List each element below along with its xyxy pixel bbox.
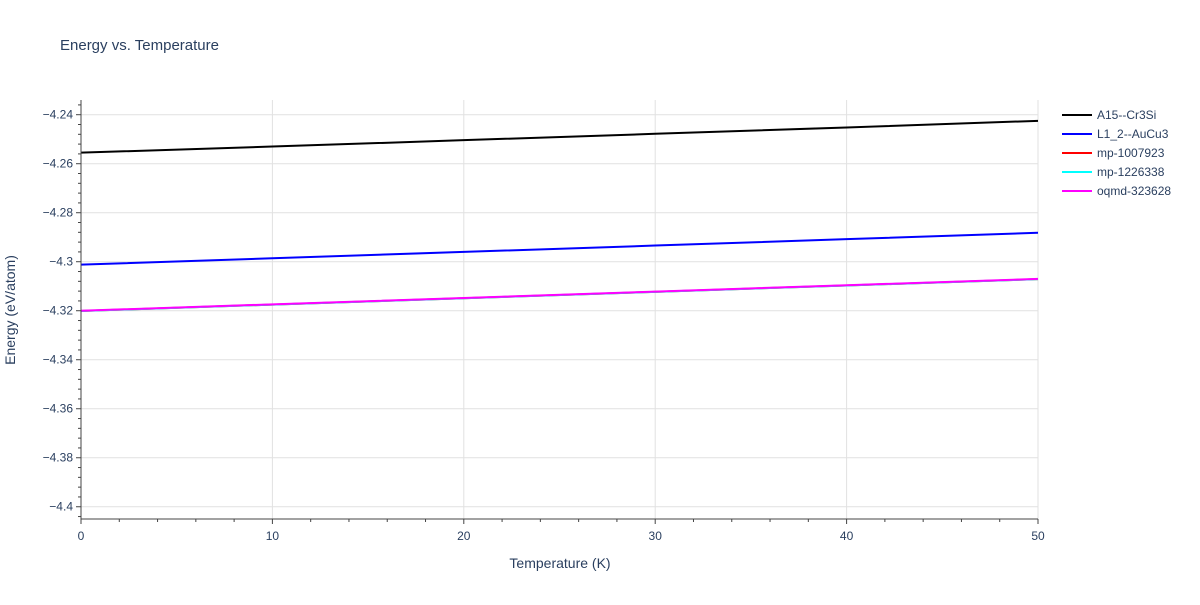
y-tick-label: −4.36 bbox=[43, 402, 74, 416]
y-tick-label: −4.4 bbox=[49, 500, 73, 514]
legend-label: mp-1007923 bbox=[1097, 146, 1165, 160]
y-axis-title: Energy (eV/atom) bbox=[2, 255, 18, 365]
x-tick-label: 40 bbox=[840, 529, 854, 543]
series-lines bbox=[80, 119, 1039, 312]
x-tick-label: 50 bbox=[1031, 529, 1045, 543]
legend-label: L1_2--AuCu3 bbox=[1097, 127, 1169, 141]
grid-lines bbox=[81, 100, 1039, 519]
x-axis-title: Temperature (K) bbox=[509, 555, 610, 571]
legend-item-A15--Cr3Si[interactable]: A15--Cr3Si bbox=[1062, 108, 1156, 122]
axes: 0 10 20 30 40 50 −4.24 −4.26 −4.28 −4.3 −4.32 −4.34… bbox=[43, 100, 1045, 543]
legend-item-mp-1226338[interactable]: mp-1226338 bbox=[1062, 165, 1165, 179]
chart-title: Energy vs. Temperature bbox=[60, 37, 219, 54]
x-tick-label: 20 bbox=[457, 529, 471, 543]
y-tick-label: −4.32 bbox=[43, 304, 74, 318]
y-tick-label: −4.3 bbox=[49, 255, 73, 269]
y-tick-label: −4.26 bbox=[43, 157, 74, 171]
legend-label: A15--Cr3Si bbox=[1097, 108, 1156, 122]
legend-label: oqmd-323628 bbox=[1097, 184, 1171, 198]
x-tick-label: 10 bbox=[266, 529, 280, 543]
legend-label: mp-1226338 bbox=[1097, 165, 1165, 179]
series-line-oqmd-323628 bbox=[80, 277, 1039, 312]
x-tick-label: 0 bbox=[78, 529, 85, 543]
y-tick-label: −4.34 bbox=[43, 353, 74, 367]
y-tick-label: −4.28 bbox=[43, 206, 74, 220]
series-line-A15--Cr3Si bbox=[80, 119, 1039, 154]
y-tick-label: −4.38 bbox=[43, 451, 74, 465]
y-tick-label: −4.24 bbox=[43, 108, 74, 122]
series-line-L1_2--AuCu3 bbox=[80, 231, 1039, 266]
legend[interactable]: A15--Cr3Si L1_2--AuCu3 mp-1007923 mp-122633… bbox=[1062, 108, 1171, 198]
legend-item-L1_2--AuCu3[interactable]: L1_2--AuCu3 bbox=[1062, 127, 1169, 141]
legend-item-oqmd-323628[interactable]: oqmd-323628 bbox=[1062, 184, 1171, 198]
legend-item-mp-1007923[interactable]: mp-1007923 bbox=[1062, 146, 1165, 160]
x-tick-label: 30 bbox=[649, 529, 663, 543]
